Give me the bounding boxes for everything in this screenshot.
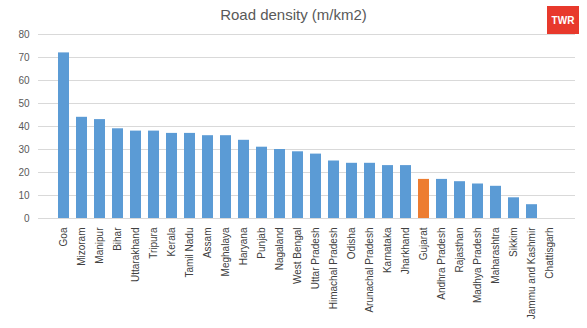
html-text:TWR: TWR [551,14,575,26]
svg-text:30: 30 [18,144,30,155]
svg-text:Tamil Nadu: Tamil Nadu [184,228,195,278]
svg-text:0: 0 [24,213,30,224]
svg-text:70: 70 [18,52,30,63]
svg-text:80: 80 [18,29,30,40]
svg-text:Karnataka: Karnataka [382,227,393,273]
svg-text:Arunachal Pradesh: Arunachal Pradesh [364,228,375,313]
html-text:Road density (m/km2): Road density (m/km2) [220,6,367,23]
svg-text:60: 60 [18,75,30,86]
svg-text:Tripura: Tripura [148,227,159,259]
svg-text:Madhya Pradesh: Madhya Pradesh [472,228,483,304]
svg-text:Sikkim: Sikkim [508,228,519,257]
svg-text:Gujarat: Gujarat [418,227,429,260]
svg-text:40: 40 [18,121,30,132]
svg-text:Nagaland: Nagaland [274,228,285,271]
svg-text:10: 10 [18,190,30,201]
svg-text:Uttar Pradesh: Uttar Pradesh [310,228,321,290]
svg-text:Himachal Pradesh: Himachal Pradesh [328,228,339,310]
svg-text:Punjab: Punjab [256,227,267,259]
svg-text:Goa: Goa [58,227,69,246]
svg-text:Jharkhand: Jharkhand [400,228,411,275]
svg-text:Assam: Assam [202,228,213,259]
svg-text:50: 50 [18,98,30,109]
svg-text:Haryana: Haryana [238,227,249,265]
svg-text:Meghalaya: Meghalaya [220,227,231,276]
svg-text:Kerala: Kerala [166,227,177,256]
svg-text:Manipur: Manipur [94,227,105,264]
svg-text:Maharashtra: Maharashtra [490,227,501,284]
svg-text:Odisha: Odisha [346,227,357,259]
svg-text:Mizoram: Mizoram [76,228,87,266]
svg-text:Bihar: Bihar [112,227,123,251]
svg-text:Uttarakhand: Uttarakhand [130,228,141,282]
svg-text:20: 20 [18,167,30,178]
svg-text:Rajasthan: Rajasthan [454,228,465,273]
svg-text:Jammu and Kashmir: Jammu and Kashmir [526,227,537,319]
svg-text:Andhra Pradesh: Andhra Pradesh [436,228,447,300]
svg-text:West Bengal: West Bengal [292,228,303,285]
svg-text:Chattisgarh: Chattisgarh [544,228,555,279]
